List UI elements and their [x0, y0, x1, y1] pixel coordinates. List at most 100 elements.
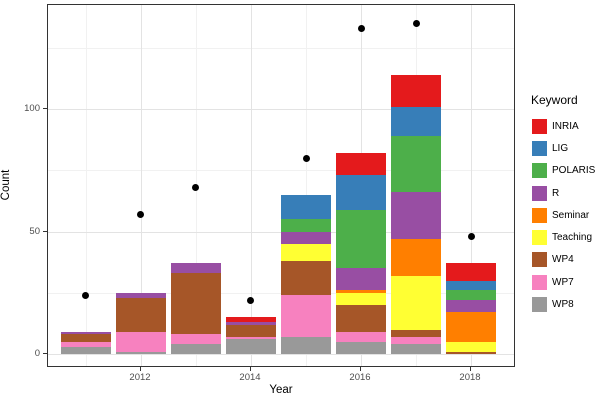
y-tick-label: 50: [29, 226, 40, 237]
bar-segment-wp4-2012: [116, 298, 166, 332]
bar-segment-r-2013: [171, 263, 221, 273]
bar-segment-r-2018: [446, 300, 496, 312]
bar-segment-teaching-2018: [446, 342, 496, 352]
gridline-y-major: [48, 109, 514, 110]
bar-segment-teaching-2016: [336, 293, 386, 305]
bar-segment-seminar-2017: [391, 239, 441, 276]
legend-swatch-inria-icon: [532, 118, 547, 134]
bar-segment-polaris-2016: [336, 210, 386, 268]
bar-segment-wp7-2016: [336, 332, 386, 342]
bar-segment-teaching-2017: [391, 276, 441, 330]
bar-segment-lig-2017: [391, 107, 441, 136]
legend-key-polaris: POLARIS: [528, 160, 600, 182]
gridline-x-major: [141, 5, 142, 366]
bar-segment-lig-2015: [281, 195, 331, 219]
gridline-y-major: [48, 354, 514, 355]
data-point-dot-2012: [137, 211, 144, 218]
bar-segment-wp7-2011: [61, 342, 111, 347]
x-tick-label: 2012: [129, 372, 151, 383]
legend-label: R: [552, 187, 560, 199]
bar-segment-inria-2018: [446, 263, 496, 281]
legend-label: WP4: [552, 254, 574, 266]
bar-segment-wp7-2015: [281, 295, 331, 337]
bar-segment-wp4-2016: [336, 305, 386, 332]
bar-segment-r-2012: [116, 293, 166, 298]
legend-swatch-teaching-icon: [532, 230, 547, 246]
bar-segment-wp4-2013: [171, 273, 221, 334]
legend-label: LIG: [552, 142, 569, 154]
bar-segment-wp7-2014: [226, 337, 276, 339]
legend-swatch-lig-icon: [532, 140, 547, 156]
bar-segment-polaris-2017: [391, 136, 441, 192]
y-tick-label: 100: [24, 103, 40, 114]
data-point-dot-2014: [247, 297, 254, 304]
bar-segment-polaris-2015: [281, 219, 331, 232]
y-axis-tick: [43, 108, 47, 109]
bar-segment-wp4-2015: [281, 261, 331, 295]
bar-segment-wp7-2013: [171, 334, 221, 344]
data-point-dot-2011: [82, 292, 89, 299]
bar-segment-r-2011: [61, 332, 111, 334]
legend-title: Keyword: [531, 93, 578, 107]
data-point-dot-2017: [413, 20, 420, 27]
y-tick-label: 0: [34, 348, 40, 359]
bar-segment-lig-2018: [446, 281, 496, 290]
x-axis-tick: [250, 367, 251, 371]
x-tick-label: 2018: [459, 372, 481, 383]
x-axis-tick: [360, 367, 361, 371]
bar-segment-polaris-2018: [446, 290, 496, 300]
x-axis-tick: [140, 367, 141, 371]
bar-segment-seminar-2018: [446, 312, 496, 342]
bar-segment-wp4-2017: [391, 330, 441, 337]
bar-segment-wp4-2018: [446, 352, 496, 354]
y-axis-tick: [43, 231, 47, 232]
legend-label: INRIA: [552, 120, 579, 132]
legend-key-lig: LIG: [528, 137, 600, 159]
bar-segment-wp4-2014: [226, 325, 276, 337]
x-axis-tick: [470, 367, 471, 371]
bar-segment-inria-2016: [336, 153, 386, 175]
legend-swatch-wp8-icon: [532, 297, 547, 313]
data-point-dot-2013: [192, 184, 199, 191]
legend-key-wp7: WP7: [528, 271, 600, 293]
gridline-x-major: [471, 5, 472, 366]
gridline-y-minor: [48, 170, 514, 171]
legend-key-r: R: [528, 182, 600, 204]
x-tick-label: 2014: [239, 372, 261, 383]
bar-segment-r-2017: [391, 192, 441, 239]
legend-swatch-r-icon: [532, 185, 547, 201]
x-tick-label: 2016: [349, 372, 371, 383]
bar-segment-inria-2017: [391, 75, 441, 107]
bar-segment-inria-2014: [226, 317, 276, 322]
legend-items: INRIA LIG POLARIS R Seminar Teaching WP4 WP7 WP8: [528, 115, 600, 316]
legend-key-inria: INRIA: [528, 115, 600, 137]
legend-key-wp4: WP4: [528, 249, 600, 271]
plot-panel: [47, 4, 515, 367]
bar-segment-seminar-2016: [336, 290, 386, 293]
bar-segment-wp8-2017: [391, 344, 441, 354]
legend-swatch-seminar-icon: [532, 207, 547, 223]
legend-label: Teaching: [552, 232, 593, 244]
legend-key-teaching: Teaching: [528, 226, 600, 248]
bar-segment-wp7-2017: [391, 337, 441, 344]
legend-swatch-wp4-icon: [532, 252, 547, 268]
legend-label: POLARIS: [552, 165, 596, 177]
bar-segment-r-2014: [226, 322, 276, 325]
bar-segment-wp8-2016: [336, 342, 386, 354]
bar-segment-teaching-2015: [281, 244, 331, 261]
legend: Keyword INRIA LIG POLARIS R Seminar Teaching W…: [528, 93, 600, 316]
legend-key-wp8: WP8: [528, 293, 600, 315]
legend-label: WP7: [552, 276, 574, 288]
y-axis-tick: [43, 353, 47, 354]
x-axis-title: Year: [269, 384, 293, 396]
bar-segment-lig-2016: [336, 175, 386, 210]
data-point-dot-2015: [303, 155, 310, 162]
legend-key-seminar: Seminar: [528, 204, 600, 226]
gridline-x-minor: [306, 5, 307, 366]
data-point-dot-2016: [358, 25, 365, 32]
bar-segment-wp8-2012: [116, 352, 166, 354]
bar-segment-wp8-2014: [226, 339, 276, 354]
bar-segment-r-2015: [281, 232, 331, 244]
gridline-x-minor: [86, 5, 87, 366]
